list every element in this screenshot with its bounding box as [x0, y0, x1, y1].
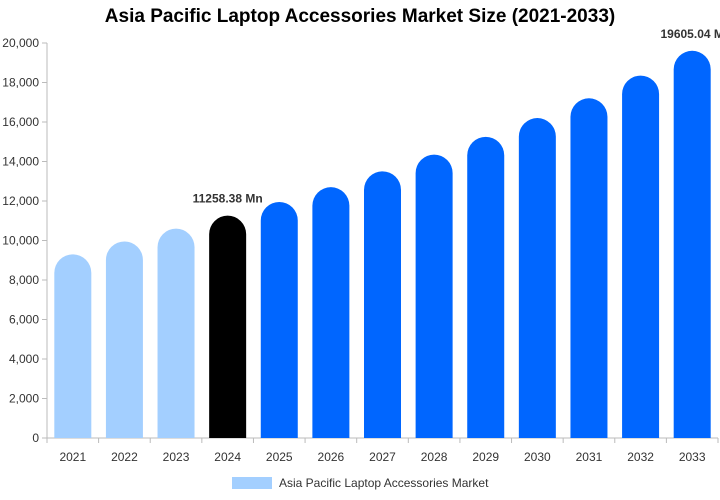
bar-2027[interactable] [364, 171, 401, 438]
y-tick-label: 14,000 [2, 155, 39, 169]
data-label-2033: 19605.04 M [660, 27, 720, 41]
legend[interactable]: Asia Pacific Laptop Accessories Market [232, 476, 489, 490]
bar-2025[interactable] [260, 201, 298, 438]
bar-2031[interactable] [570, 98, 608, 439]
bar-2021[interactable] [54, 254, 92, 438]
bar-2032[interactable] [622, 75, 660, 438]
y-tick-label: 20,000 [2, 36, 39, 50]
y-tick-label: 8,000 [9, 273, 39, 287]
bar-2024[interactable] [209, 215, 247, 438]
x-tick-label: 2033 [679, 450, 706, 464]
x-tick-label: 2031 [576, 450, 603, 464]
x-tick-label: 2022 [111, 450, 138, 464]
bar-2028[interactable] [415, 154, 453, 438]
x-tick-label: 2029 [472, 450, 499, 464]
data-labels: 11258.38 Mn 19605.04 M [193, 27, 720, 206]
bar-2026[interactable] [312, 187, 350, 438]
x-tick-label: 2030 [524, 450, 551, 464]
legend-label[interactable]: Asia Pacific Laptop Accessories Market [279, 476, 489, 490]
legend-swatch[interactable] [232, 477, 272, 489]
y-tick-label: 6,000 [9, 313, 39, 327]
bar-2029[interactable] [467, 136, 505, 438]
bars [54, 50, 711, 439]
bar-2030[interactable] [518, 118, 556, 438]
x-tick-label: 2025 [266, 450, 293, 464]
y-axis: 0 2,000 4,000 6,000 8,000 10,000 12,000 14,000 1… [2, 36, 48, 445]
data-label-2024: 11258.38 Mn [193, 192, 263, 206]
y-tick-label: 10,000 [2, 234, 39, 248]
y-tick-label: 16,000 [2, 115, 39, 129]
y-tick-label: 4,000 [9, 352, 39, 366]
x-tick-label: 2026 [318, 450, 345, 464]
y-tick-label: 18,000 [2, 76, 39, 90]
x-tick-label: 2032 [627, 450, 654, 464]
x-tick-label: 2027 [369, 450, 396, 464]
bar-2022[interactable] [105, 241, 143, 438]
x-tick-label: 2023 [163, 450, 190, 464]
bar-2033[interactable] [673, 50, 711, 438]
bar-2023[interactable] [157, 228, 195, 438]
x-tick-label: 2028 [421, 450, 448, 464]
y-tick-label: 2,000 [9, 392, 39, 406]
x-tick-label: 2021 [59, 450, 86, 464]
y-tick-label: 0 [32, 431, 39, 445]
y-tick-label: 12,000 [2, 194, 39, 208]
chart-title: Asia Pacific Laptop Accessories Market S… [104, 6, 616, 27]
x-axis: 2021 2022 2023 2024 2025 2026 2027 2028 2029 2030… [46, 437, 719, 464]
x-tick-label: 2024 [214, 450, 241, 464]
